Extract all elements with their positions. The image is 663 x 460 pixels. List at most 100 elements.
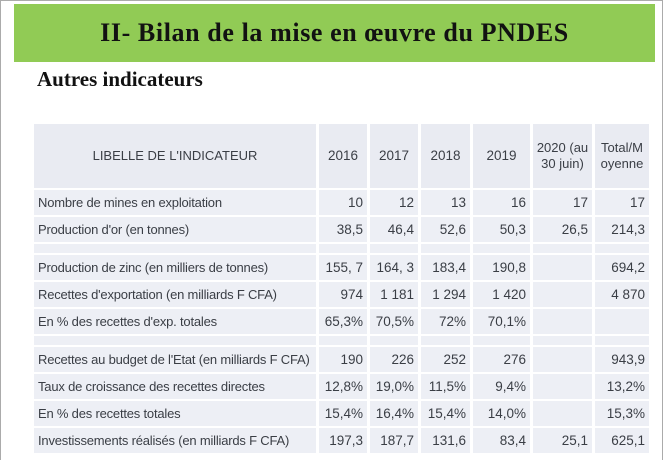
table-row: Recettes d'exportation (en milliards F C…	[34, 282, 651, 307]
spacer-row	[34, 244, 651, 253]
spacer-cell	[421, 244, 470, 253]
spacer-cell	[533, 336, 592, 345]
value-cell: 190,8	[473, 255, 530, 280]
indicator-label: En % des recettes d'exp. totales	[34, 309, 316, 334]
value-cell: 694,2	[595, 255, 649, 280]
value-cell: 187,7	[370, 428, 418, 453]
indicator-label: Production d'or (en tonnes)	[34, 217, 316, 242]
value-cell: 1 420	[473, 282, 530, 307]
column-header: 2018	[421, 124, 470, 188]
value-cell: 12	[370, 190, 418, 215]
spacer-cell	[34, 244, 316, 253]
value-cell: 38,5	[319, 217, 367, 242]
value-cell: 214,3	[595, 217, 649, 242]
table-row: Nombre de mines en exploitation 10 12 13 16 1…	[34, 190, 651, 215]
table-row: Production d'or (en tonnes) 38,5 46,4 52,6 5…	[34, 217, 651, 242]
spacer-row	[34, 336, 651, 345]
value-cell: 12,8%	[319, 374, 367, 399]
indicator-label: Nombre de mines en exploitation	[34, 190, 316, 215]
column-header-indicator: LIBELLE DE L'INDICATEUR	[34, 124, 316, 188]
spacer-cell	[319, 244, 367, 253]
spacer-cell	[595, 244, 649, 253]
spacer-cell	[34, 336, 316, 345]
indicator-label: Recettes d'exportation (en milliards F C…	[34, 282, 316, 307]
spacer-cell	[370, 244, 418, 253]
value-cell: 17	[533, 190, 592, 215]
column-header: 2016	[319, 124, 367, 188]
value-cell: 4 870	[595, 282, 649, 307]
table-row: En % des recettes d'exp. totales 65,3% 70,…	[34, 309, 651, 334]
table-row: En % des recettes totales 15,4% 16,4% 15,4%…	[34, 401, 651, 426]
value-cell: 252	[421, 347, 470, 372]
spacer-cell	[370, 336, 418, 345]
value-cell	[533, 309, 592, 334]
value-cell: 26,5	[533, 217, 592, 242]
value-cell: 16,4%	[370, 401, 418, 426]
value-cell: 15,4%	[421, 401, 470, 426]
value-cell: 13	[421, 190, 470, 215]
table-row: Production de zinc (en milliers de tonne…	[34, 255, 651, 280]
value-cell: 83,4	[473, 428, 530, 453]
value-cell: 70,1%	[473, 309, 530, 334]
value-cell: 974	[319, 282, 367, 307]
value-cell: 164, 3	[370, 255, 418, 280]
value-cell	[595, 309, 649, 334]
value-cell: 11,5%	[421, 374, 470, 399]
value-cell: 15,4%	[319, 401, 367, 426]
spacer-cell	[319, 336, 367, 345]
value-cell: 197,3	[319, 428, 367, 453]
table-row: Recettes au budget de l'Etat (en milliar…	[34, 347, 651, 372]
value-cell: 1 181	[370, 282, 418, 307]
spacer-cell	[421, 336, 470, 345]
spacer-cell	[473, 244, 530, 253]
column-header: 2019	[473, 124, 530, 188]
title-bar: II- Bilan de la mise en œuvre du PNDES	[14, 4, 655, 62]
value-cell: 50,3	[473, 217, 530, 242]
table-row: Taux de croissance des recettes directes…	[34, 374, 651, 399]
value-cell: 1 294	[421, 282, 470, 307]
section-subtitle: Autres indicateurs	[37, 67, 203, 91]
value-cell: 65,3%	[319, 309, 367, 334]
value-cell: 13,2%	[595, 374, 649, 399]
indicator-label: Taux de croissance des recettes directes	[34, 374, 316, 399]
value-cell: 183,4	[421, 255, 470, 280]
indicators-table: LIBELLE DE L'INDICATEUR 2016 2017 2018 2019 2…	[34, 124, 651, 455]
indicator-label: Investissements réalisés (en milliards F…	[34, 428, 316, 453]
value-cell: 17	[595, 190, 649, 215]
column-header: 2020 (au 30 juin)	[533, 124, 592, 188]
value-cell: 15,3%	[595, 401, 649, 426]
value-cell: 131,6	[421, 428, 470, 453]
slide-title: II- Bilan de la mise en œuvre du PNDES	[100, 18, 569, 47]
value-cell: 25,1	[533, 428, 592, 453]
table-header-row: LIBELLE DE L'INDICATEUR 2016 2017 2018 2019 2…	[34, 124, 651, 188]
value-cell	[533, 282, 592, 307]
value-cell	[533, 401, 592, 426]
value-cell: 72%	[421, 309, 470, 334]
indicator-label: En % des recettes totales	[34, 401, 316, 426]
value-cell: 9,4%	[473, 374, 530, 399]
value-cell: 155, 7	[319, 255, 367, 280]
value-cell: 276	[473, 347, 530, 372]
value-cell: 190	[319, 347, 367, 372]
value-cell: 625,1	[595, 428, 649, 453]
table-row: Investissements réalisés (en milliards F…	[34, 428, 651, 453]
spacer-cell	[473, 336, 530, 345]
indicator-label: Production de zinc (en milliers de tonne…	[34, 255, 316, 280]
column-header: 2017	[370, 124, 418, 188]
value-cell	[533, 347, 592, 372]
value-cell: 52,6	[421, 217, 470, 242]
value-cell: 943,9	[595, 347, 649, 372]
column-header: Total/Moyenne	[595, 124, 649, 188]
spacer-cell	[533, 244, 592, 253]
value-cell	[533, 374, 592, 399]
value-cell: 14,0%	[473, 401, 530, 426]
value-cell: 46,4	[370, 217, 418, 242]
indicator-label: Recettes au budget de l'Etat (en milliar…	[34, 347, 316, 372]
value-cell	[533, 255, 592, 280]
value-cell: 70,5%	[370, 309, 418, 334]
value-cell: 10	[319, 190, 367, 215]
value-cell: 16	[473, 190, 530, 215]
spacer-cell	[595, 336, 649, 345]
value-cell: 226	[370, 347, 418, 372]
